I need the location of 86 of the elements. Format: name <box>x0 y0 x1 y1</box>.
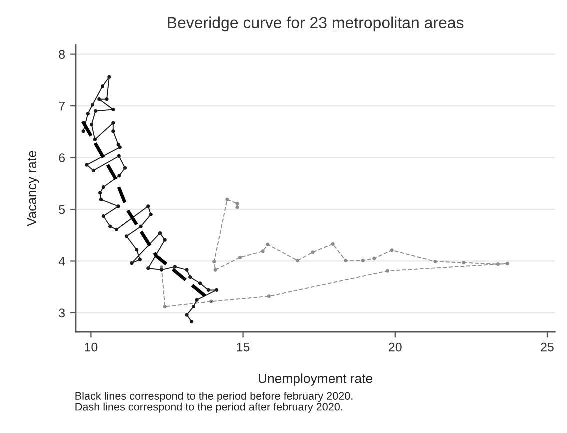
point <box>344 258 348 263</box>
point <box>496 262 500 266</box>
point <box>138 258 142 262</box>
point <box>390 248 394 252</box>
point <box>98 191 102 195</box>
y-tick-label: 3 <box>59 308 66 318</box>
point <box>94 109 98 114</box>
x-tick-label: 20 <box>389 342 402 352</box>
point <box>86 112 90 116</box>
point <box>296 258 300 263</box>
y-axis-title: Vacancy rate <box>27 151 40 227</box>
point <box>102 214 106 218</box>
point <box>98 98 102 102</box>
point <box>506 262 510 266</box>
point <box>462 260 466 265</box>
point <box>214 268 218 272</box>
x-tick-label: 15 <box>237 342 250 352</box>
x-tick-label: 10 <box>85 342 98 352</box>
point <box>108 75 112 79</box>
point <box>92 168 96 173</box>
point <box>146 204 150 208</box>
point <box>93 138 97 142</box>
point <box>163 304 167 309</box>
point <box>185 268 189 272</box>
point <box>198 282 202 286</box>
y-tick-label: 7 <box>59 102 65 111</box>
text: Black lines correspond to the period before february 2020. <box>76 392 353 402</box>
point <box>158 232 162 236</box>
point <box>99 198 104 202</box>
point <box>188 275 192 280</box>
point <box>206 288 210 292</box>
point <box>108 224 112 228</box>
point <box>266 242 270 246</box>
point <box>226 198 230 202</box>
point <box>238 256 242 260</box>
text: Dash lines correspond to the period after february 2020. <box>76 402 342 413</box>
point <box>139 224 143 228</box>
point <box>90 122 94 126</box>
y-tick-label: 8 <box>59 50 66 59</box>
point <box>173 265 177 269</box>
point <box>311 250 315 254</box>
point <box>112 130 116 134</box>
point <box>117 154 121 158</box>
point <box>190 320 194 324</box>
point <box>163 238 167 242</box>
point <box>116 143 120 147</box>
x-tick-label: 25 <box>541 342 554 352</box>
point <box>215 288 219 292</box>
y-tick-label: 4 <box>58 257 66 266</box>
point <box>118 146 122 150</box>
point <box>124 234 129 238</box>
point <box>267 294 271 298</box>
point <box>236 202 240 206</box>
x-axis-title: Unemployment rate <box>258 374 373 386</box>
point <box>331 242 335 246</box>
point <box>434 260 438 264</box>
point <box>212 260 216 264</box>
point <box>100 84 105 88</box>
point <box>386 269 390 273</box>
y-tick-label: 6 <box>59 154 66 162</box>
point <box>149 212 153 216</box>
point <box>112 121 116 125</box>
point <box>102 185 106 190</box>
point <box>114 228 119 232</box>
point <box>261 250 265 254</box>
point <box>105 98 109 102</box>
point <box>185 313 189 317</box>
point <box>361 258 365 263</box>
line-series <box>81 120 214 304</box>
point <box>135 248 139 252</box>
point <box>372 256 376 260</box>
point <box>195 298 199 302</box>
point <box>236 206 240 210</box>
point <box>130 262 134 266</box>
point <box>146 266 150 270</box>
point <box>116 204 120 208</box>
point <box>85 163 89 167</box>
point <box>123 166 128 170</box>
point <box>90 103 95 107</box>
point <box>160 268 164 272</box>
point <box>118 174 122 178</box>
point <box>82 130 86 134</box>
point <box>112 108 116 112</box>
chart-title: Beveridge curve for 23 metropolitan areas <box>168 16 464 32</box>
y-tick-label: 5 <box>59 205 66 214</box>
point <box>192 304 196 309</box>
